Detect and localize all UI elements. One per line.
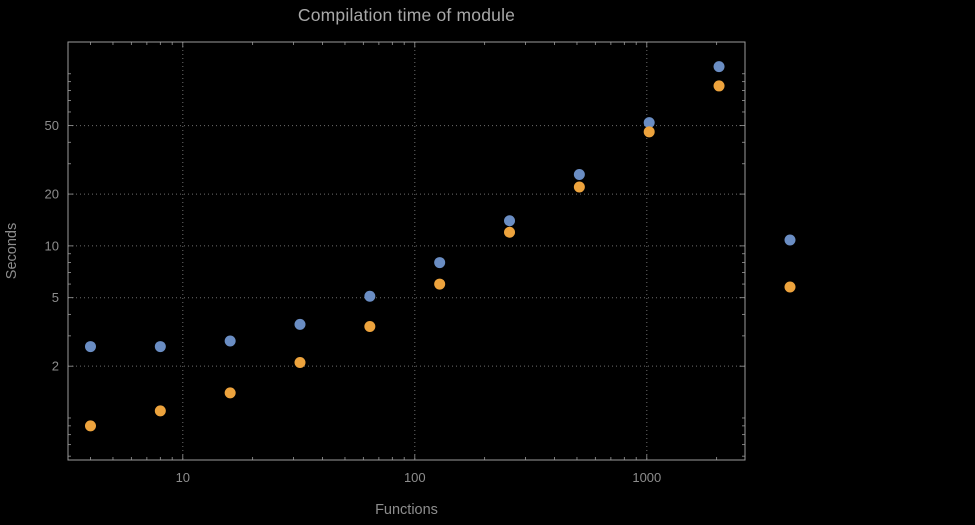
y-tick-label: 5 [52,290,59,305]
data-point [84,420,96,432]
data-point [504,215,516,227]
series-orange [84,80,725,432]
data-point [84,341,96,353]
x-tick-label: 100 [404,470,426,485]
data-point [154,405,166,417]
x-axis-label: Functions [375,502,438,518]
data-point [573,168,585,180]
data-point [224,335,236,347]
y-tick-label: 2 [52,359,59,374]
legend [784,234,796,293]
data-point [643,126,655,138]
y-tick-label: 20 [45,187,59,202]
y-tick-label: 50 [45,118,59,133]
y-tick-label: 10 [45,238,59,253]
data-point [643,117,655,129]
tick-labels: 10 100 1000 2 5 10 20 50 [45,118,662,485]
data-point [294,357,306,369]
data-point [573,181,585,193]
x-tick-label: 10 [176,470,190,485]
plot-frame [67,41,746,461]
data-point [504,226,516,238]
data-point [224,387,236,399]
data-point [364,290,376,302]
data-point [434,257,446,269]
legend-marker [784,234,796,246]
legend-marker [784,281,796,293]
data-point [154,341,166,353]
axis-ticks [68,42,745,460]
y-axis-label: Seconds [4,222,20,280]
data-point [713,61,725,73]
data-point [713,80,725,92]
grid-lines [68,42,745,460]
chart-title: Compilation time of module [297,5,516,25]
data-point [294,318,306,330]
data-point [364,321,376,333]
data-point [434,278,446,290]
x-tick-label: 1000 [632,470,661,485]
series-blue [84,61,725,353]
